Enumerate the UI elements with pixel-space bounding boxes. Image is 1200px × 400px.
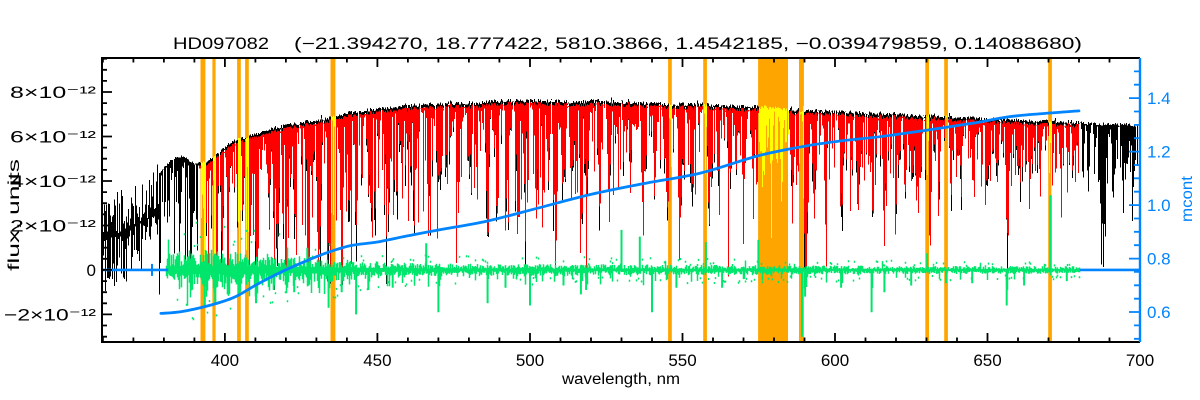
y2-tick-label: 0.6: [1147, 303, 1171, 322]
y-tick-label: 8×10⁻¹²: [10, 83, 96, 102]
y2-axis-label: mcont: [1179, 175, 1196, 222]
continuum-curve: [159, 109, 1081, 315]
y2-tick-label: 1.4: [1147, 89, 1171, 108]
y2-tick-label: 0.8: [1147, 250, 1171, 269]
y-tick-label: 4×10⁻¹²: [10, 172, 96, 191]
fit-spectrum-series: [199, 100, 1080, 283]
masked-region: [944, 58, 948, 342]
plot-title-parameters: (−21.394270, 18.777422, 5810.3866, 1.454…: [294, 35, 1082, 53]
x-axis-label: wavelength, nm: [561, 371, 680, 388]
x-tick-label: 450: [363, 351, 391, 370]
y2-axis-ticks: [1129, 57, 1140, 340]
masked-spectrum-series: [201, 102, 1052, 285]
x-tick-label: 700: [1126, 351, 1154, 370]
plot-frame: [101, 57, 1140, 343]
y-tick-label: 6×10⁻¹²: [10, 128, 96, 147]
residual-series: [165, 239, 1081, 306]
x-tick-label: 550: [668, 351, 696, 370]
tick-labels: 400 450 500 550 600 650 700 −2×10⁻¹² 0 2×10⁻¹² 4×1…: [4, 83, 1171, 370]
x-tick-label: 600: [821, 351, 849, 370]
masked-region: [925, 58, 929, 342]
residual-spikes: [203, 195, 1068, 337]
masked-region: [799, 58, 804, 342]
y2-tick-label: 1.0: [1147, 196, 1171, 215]
x-tick-label: 650: [973, 351, 1001, 370]
masked-region: [200, 58, 206, 342]
y-tick-label: −2×10⁻¹²: [4, 305, 96, 324]
plot-title-star-id: HD097082: [173, 35, 269, 53]
continuum-series: [102, 109, 1140, 315]
x-tick-label: 400: [211, 351, 239, 370]
masked-region: [703, 58, 707, 342]
y2-tick-label: 1.2: [1147, 143, 1171, 162]
masked-region: [668, 58, 672, 342]
y-tick-label: 2×10⁻¹²: [10, 217, 96, 236]
y-tick-label: 0: [87, 261, 96, 280]
masked-region: [758, 58, 788, 342]
masked-region: [330, 58, 336, 342]
x-tick-label: 500: [516, 351, 544, 370]
y-axis-label: flux, units: [6, 159, 23, 271]
